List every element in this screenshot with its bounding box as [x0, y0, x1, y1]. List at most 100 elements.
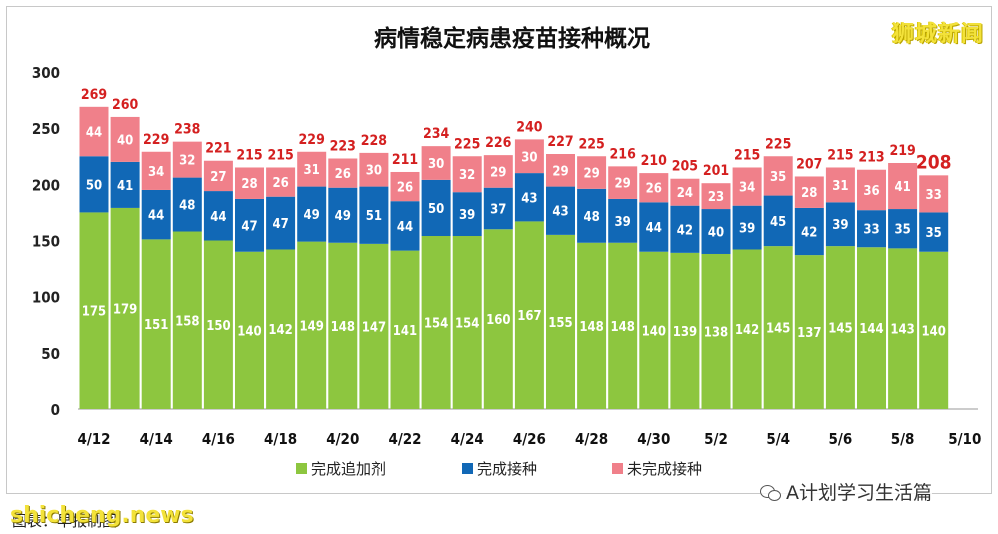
total-value-label: 215 — [236, 147, 262, 163]
bar-segment-incomplete — [110, 116, 140, 162]
bar-segment-booster — [390, 250, 420, 409]
segment-value-label: 154 — [455, 317, 479, 332]
segment-value-label: 35 — [894, 223, 910, 238]
segment-value-label: 41 — [894, 180, 910, 195]
bar-segment-completed — [297, 186, 327, 242]
segment-value-label: 37 — [490, 202, 506, 217]
bar-segment-completed — [857, 210, 886, 248]
bar-segment-booster — [577, 242, 607, 409]
segment-value-label: 39 — [832, 218, 848, 233]
segment-value-label: 29 — [490, 165, 506, 180]
segment-value-label: 44 — [646, 221, 662, 236]
bar-segment-incomplete — [297, 151, 327, 187]
total-value-label: 225 — [578, 136, 604, 152]
segment-value-label: 145 — [828, 322, 852, 337]
segment-value-label: 30 — [428, 157, 444, 172]
segment-value-label: 42 — [677, 223, 693, 238]
segment-value-label: 44 — [148, 209, 164, 224]
bar-segment-booster — [794, 255, 824, 409]
bar-segment-completed — [79, 156, 109, 213]
bar-segment-booster — [857, 247, 886, 409]
bar-segment-booster — [297, 241, 327, 409]
segment-value-label: 40 — [708, 226, 724, 241]
total-value-label: 201 — [703, 163, 729, 179]
bar-segment-incomplete — [546, 154, 575, 187]
total-value-label: 223 — [330, 138, 356, 154]
segment-value-label: 41 — [117, 179, 133, 194]
x-tick-label: 4/12 — [77, 430, 110, 448]
segment-value-label: 35 — [926, 226, 942, 241]
segment-value-label: 43 — [521, 191, 537, 206]
segment-value-label: 148 — [610, 320, 634, 335]
bar-segment-completed — [608, 198, 638, 243]
segment-value-label: 33 — [863, 223, 879, 238]
segment-value-label: 142 — [268, 323, 292, 338]
segment-value-label: 31 — [304, 163, 320, 178]
x-tick-label: 4/18 — [264, 430, 297, 448]
x-tick-label: 5/8 — [891, 430, 915, 448]
total-value-label: 228 — [361, 133, 387, 149]
bar-segment-completed — [483, 187, 513, 230]
bar-segment-completed — [639, 202, 669, 252]
bar-segment-completed — [359, 186, 389, 244]
segment-value-label: 26 — [397, 181, 413, 196]
segment-value-label: 35 — [770, 170, 786, 185]
bar-segment-completed — [888, 209, 918, 249]
segment-value-label: 167 — [517, 309, 541, 324]
segment-value-label: 50 — [428, 202, 444, 217]
segment-value-label: 140 — [642, 324, 666, 339]
x-tick-label: 4/26 — [513, 430, 546, 448]
segment-value-label: 44 — [86, 126, 102, 141]
segment-value-label: 47 — [241, 219, 257, 234]
segment-value-label: 30 — [366, 164, 382, 179]
bar-segment-completed — [266, 196, 296, 250]
bar-segment-incomplete — [794, 176, 824, 208]
total-value-label: 269 — [81, 87, 107, 103]
segment-value-label: 29 — [552, 164, 568, 179]
legend-label: 未完成接种 — [627, 460, 702, 478]
bar-segment-booster — [670, 252, 700, 409]
bar-segment-completed — [919, 212, 949, 252]
x-tick-label: 5/10 — [948, 430, 981, 448]
legend-swatch — [296, 463, 307, 474]
chart-title: 病情稳定病患疫苗接种概况 — [374, 25, 650, 52]
bar-segment-incomplete — [235, 167, 264, 199]
bar-segment-booster — [203, 240, 233, 409]
bar-segment-incomplete — [888, 162, 918, 210]
bar-segment-incomplete — [266, 167, 296, 197]
total-value-label: 225 — [454, 136, 480, 152]
total-value-label: 227 — [547, 134, 573, 150]
segment-value-label: 40 — [117, 133, 133, 148]
bar-segment-completed — [235, 198, 264, 252]
bar-segment-booster — [266, 249, 296, 409]
total-value-label: 208 — [916, 151, 952, 173]
bar-segment-completed — [172, 177, 202, 232]
legend-label: 完成接种 — [477, 460, 537, 478]
x-axis: 4/12 4/14 4/16 4/18 4/20 4/22 4/24 4/26 4/28 4/30… — [77, 430, 981, 448]
segment-value-label: 160 — [486, 313, 510, 328]
total-value-label: 215 — [827, 147, 853, 163]
segment-value-label: 51 — [366, 209, 382, 224]
legend-swatch — [462, 463, 473, 474]
segment-value-label: 28 — [801, 186, 817, 201]
bar-segment-completed — [514, 173, 544, 222]
segment-value-label: 144 — [859, 322, 883, 337]
bar-segment-incomplete — [577, 156, 607, 189]
segment-value-label: 30 — [521, 150, 537, 165]
bars — [79, 106, 949, 409]
wechat-account-name: A计划学习生活篇 — [786, 482, 932, 504]
segment-value-label: 42 — [801, 226, 817, 241]
segment-value-label: 138 — [704, 325, 728, 340]
segment-value-label: 45 — [770, 215, 786, 230]
segment-value-label: 31 — [832, 179, 848, 194]
x-tick-label: 4/16 — [202, 430, 235, 448]
bar-segment-incomplete — [857, 169, 886, 211]
y-tick-label: 50 — [41, 345, 60, 363]
bar-segment-booster — [79, 212, 109, 409]
bar-segment-booster — [732, 249, 762, 409]
bar-segment-incomplete — [203, 160, 233, 192]
bar-segment-booster — [235, 251, 264, 409]
bar-segment-incomplete — [514, 139, 544, 174]
segment-value-label: 28 — [241, 177, 257, 192]
